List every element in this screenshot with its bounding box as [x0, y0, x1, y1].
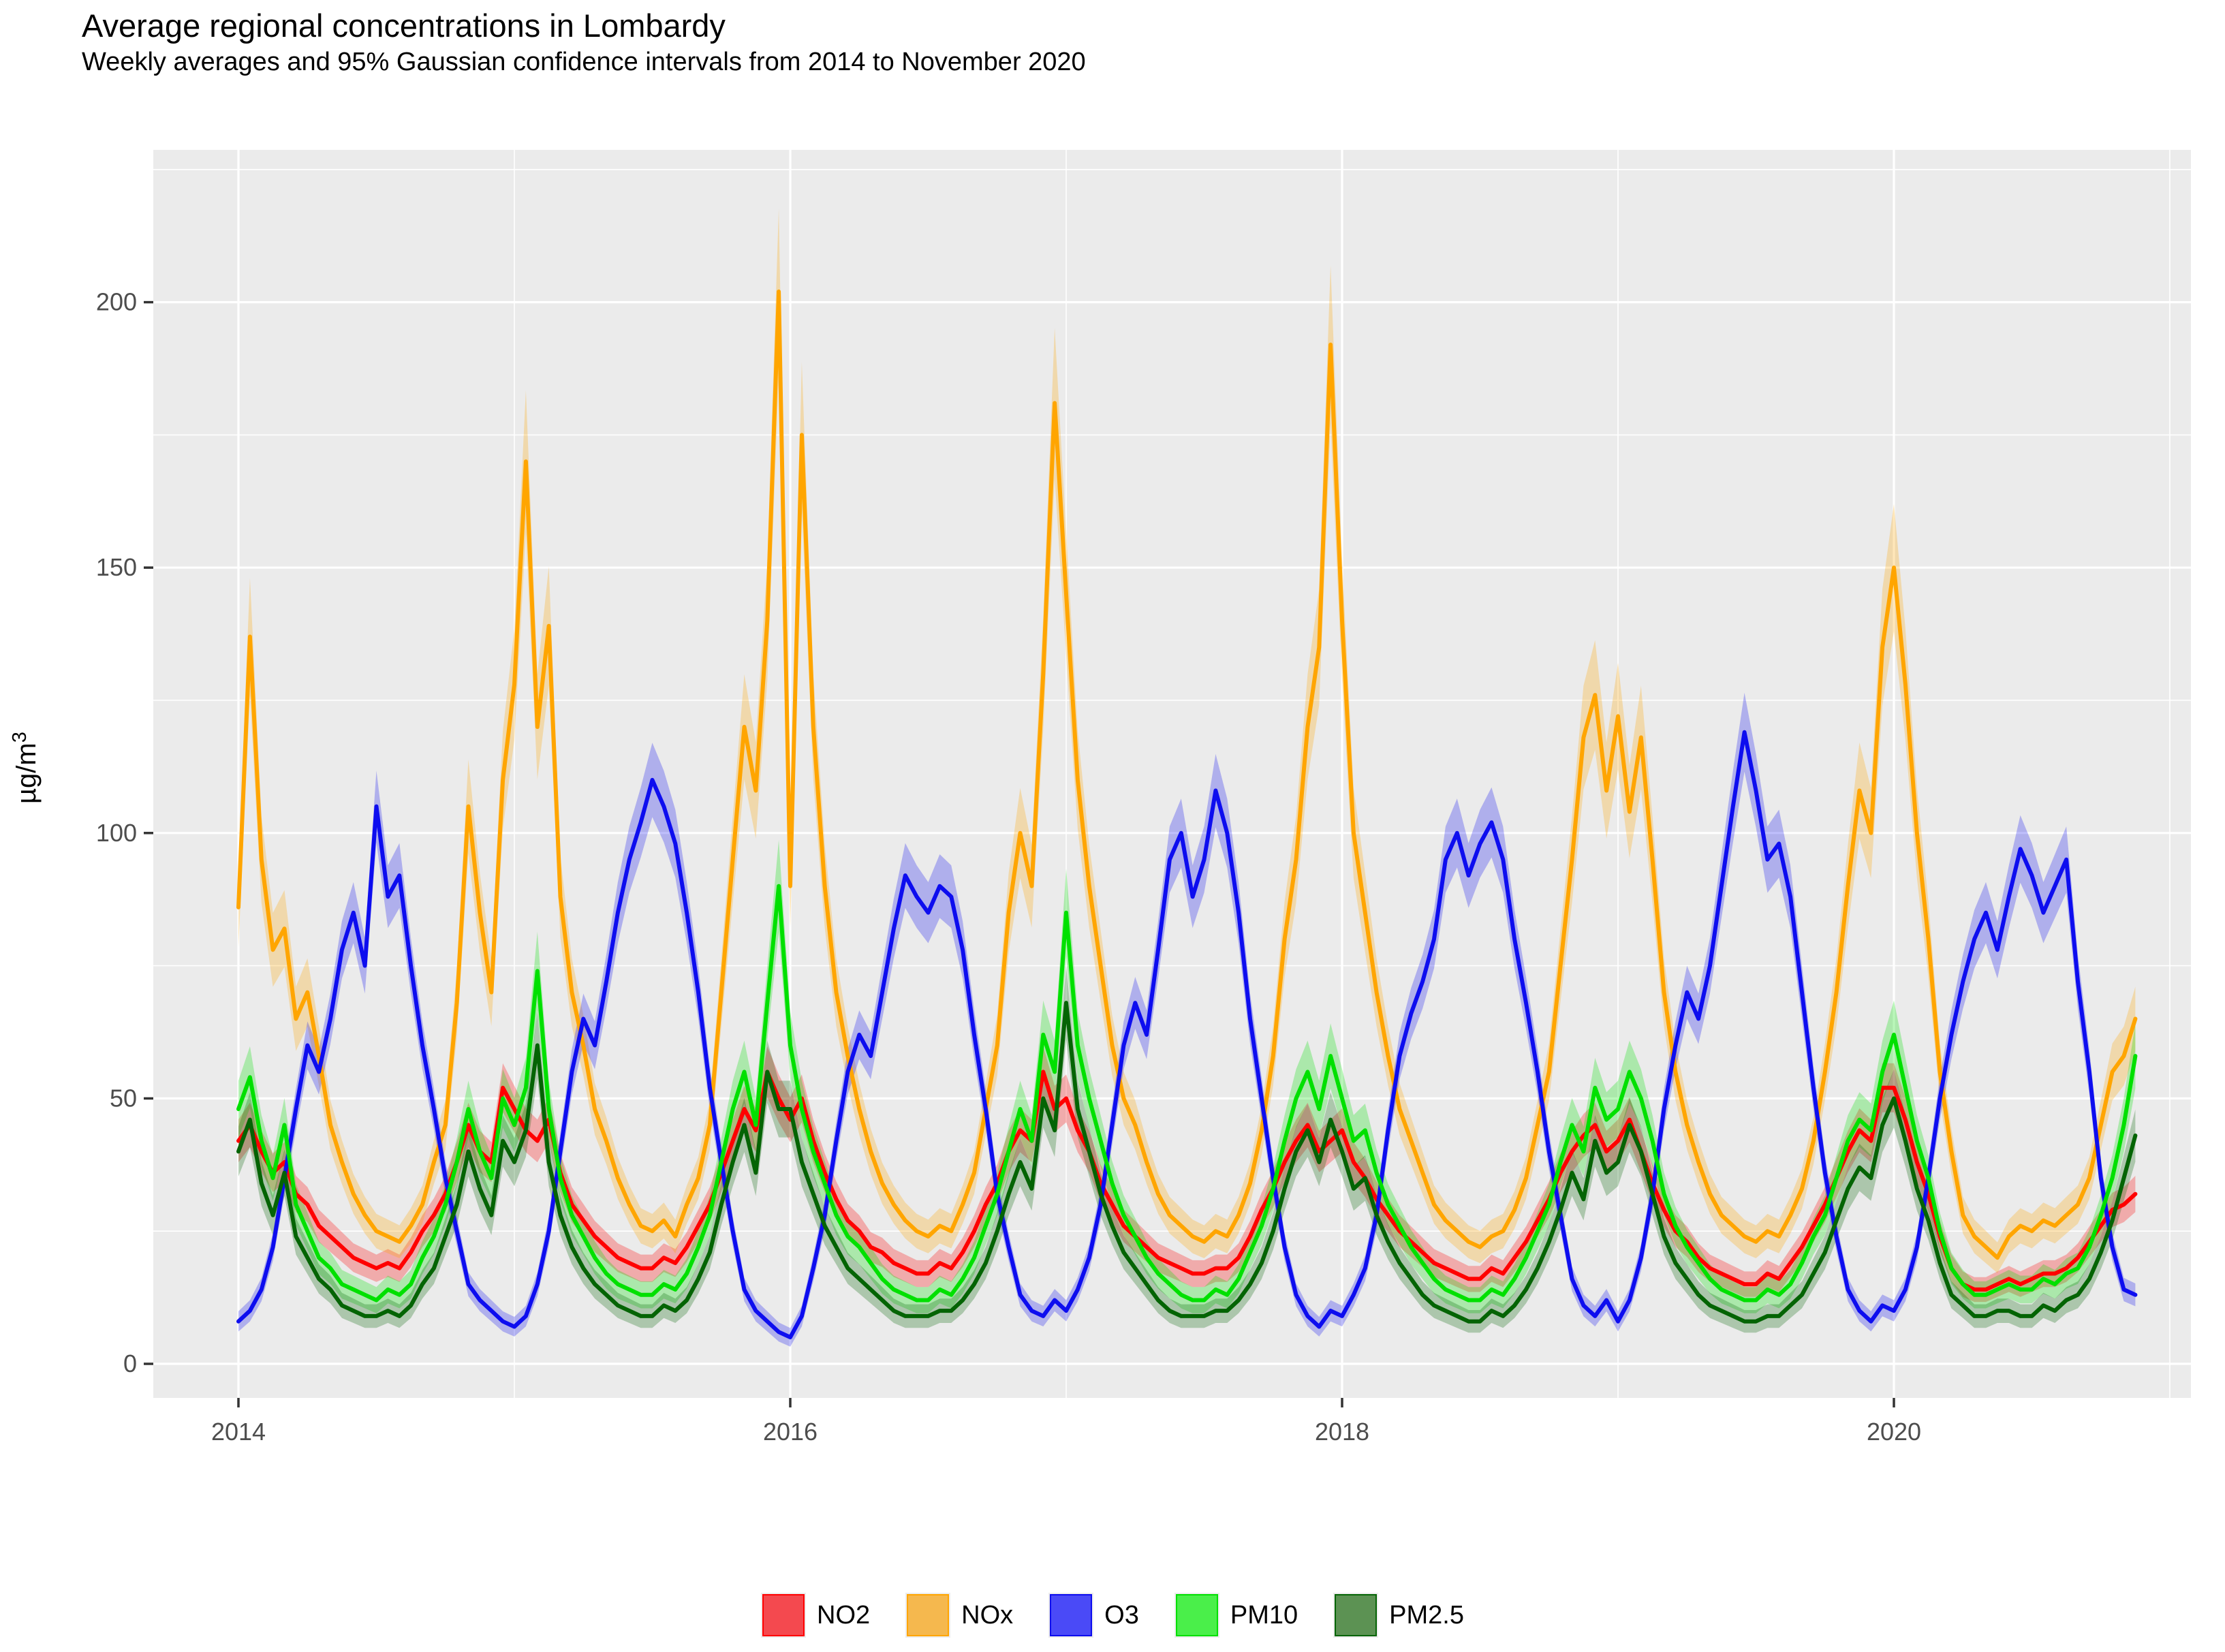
y-axis-title: µg/m3: [9, 732, 42, 804]
legend-swatch-icon: [1335, 1594, 1378, 1636]
ci-ribbon-NOx: [238, 208, 2136, 1273]
x-tick-label: 2014: [211, 1418, 266, 1446]
legend-item-PM10: PM10: [1174, 1593, 1298, 1638]
legend-item-NOx: NOx: [905, 1593, 1013, 1638]
legend-label: PM2.5: [1389, 1600, 1464, 1630]
y-tick-label: 50: [110, 1084, 137, 1112]
x-tick-label: 2020: [1867, 1418, 1921, 1446]
x-tick-label: 2018: [1315, 1418, 1369, 1446]
series-layer: [236, 208, 2138, 1347]
y-tick-label: 0: [123, 1350, 137, 1377]
legend-swatch-icon: [762, 1594, 805, 1636]
page-title: Average regional concentrations in Lomba…: [82, 7, 726, 44]
legend-key: [761, 1593, 807, 1638]
series-line-PM2.5: [236, 1001, 2138, 1324]
x-tick-label: 2016: [763, 1418, 818, 1446]
legend-item-PM2_5: PM2.5: [1333, 1593, 1464, 1638]
legend-key: [905, 1593, 951, 1638]
series-line-PM10: [236, 884, 2138, 1303]
legend-swatch-icon: [907, 1594, 950, 1636]
legend-label: NO2: [817, 1600, 871, 1630]
legend-key: [1174, 1593, 1219, 1638]
series-line-NOx: [236, 290, 2138, 1260]
legend-item-NO2: NO2: [761, 1593, 870, 1638]
page-subtitle: Weekly averages and 95% Gaussian confide…: [82, 48, 1086, 76]
legend-label: PM10: [1230, 1600, 1298, 1630]
legend-item-O3: O3: [1048, 1593, 1139, 1638]
legend-swatch-icon: [1050, 1594, 1093, 1636]
axes: 0 50 100 150 200 2014 2016 2018 2020: [96, 288, 1921, 1446]
legend-label: NOx: [961, 1600, 1014, 1630]
panel-background: [153, 150, 2191, 1398]
legend-label: O3: [1104, 1600, 1139, 1630]
legend-swatch-icon: [1175, 1594, 1218, 1636]
y-tick-label: 100: [96, 819, 137, 847]
y-tick-label: 200: [96, 288, 137, 316]
legend-key: [1333, 1593, 1379, 1638]
y-tick-label: 150: [96, 553, 137, 581]
plot-panel: [153, 150, 2191, 1398]
chart-legend: NO2 NOx O3 PM10 PM2.5: [0, 1593, 2225, 1638]
legend-key: [1048, 1593, 1094, 1638]
